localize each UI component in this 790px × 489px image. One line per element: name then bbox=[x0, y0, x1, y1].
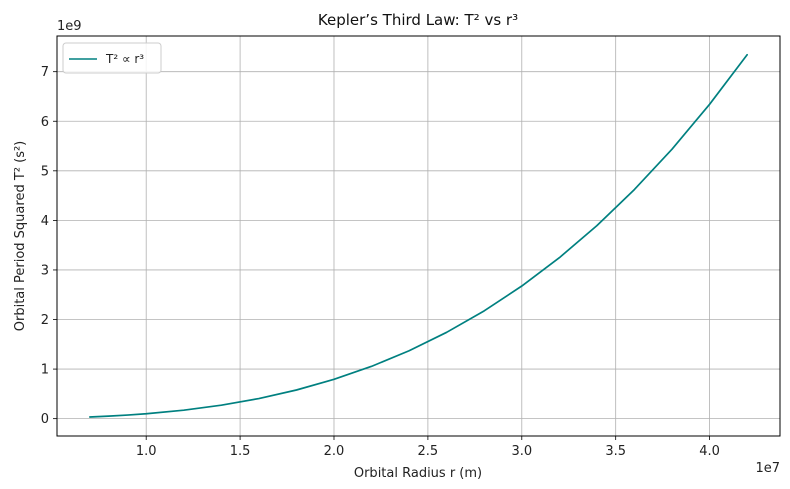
legend-box bbox=[62, 42, 162, 74]
series-line-0 bbox=[89, 53, 748, 418]
y-tick-label: 6 bbox=[41, 115, 49, 130]
y-axis-label: Orbital Period Squared T² (s²) bbox=[13, 141, 28, 331]
y-tick-label: 1 bbox=[41, 363, 49, 378]
x-tick-label: 1.5 bbox=[230, 444, 251, 459]
x-tick-label: 4.0 bbox=[699, 444, 720, 459]
x-tick-label: 3.5 bbox=[605, 444, 626, 459]
x-tick-label: 2.5 bbox=[418, 444, 439, 459]
y-tick-label: 3 bbox=[41, 263, 49, 278]
y-offset-label: 1e9 bbox=[57, 19, 82, 34]
legend: T² ∝ r³ bbox=[62, 42, 162, 74]
y-tick-label: 0 bbox=[41, 412, 49, 427]
x-tick-label: 1.0 bbox=[136, 444, 157, 459]
grid bbox=[57, 36, 780, 436]
y-tick-label: 2 bbox=[41, 313, 49, 328]
x-tick-label: 2.0 bbox=[324, 444, 345, 459]
y-tick-label: 7 bbox=[41, 65, 49, 80]
x-axis: 1.0 1.5 2.0 2.5 3.0 3.5 4.0 bbox=[136, 436, 720, 459]
y-axis: 0 1 2 3 4 5 6 7 bbox=[41, 65, 57, 427]
chart-title: Kepler’s Third Law: T² vs r³ bbox=[318, 11, 518, 29]
plot-frame bbox=[56, 35, 781, 437]
x-axis-label: Orbital Radius r (m) bbox=[354, 466, 482, 481]
x-tick-label: 3.0 bbox=[511, 444, 532, 459]
y-tick-label: 5 bbox=[41, 164, 49, 179]
plot-lines bbox=[89, 53, 748, 418]
legend-label: T² ∝ r³ bbox=[105, 52, 144, 66]
y-tick-label: 4 bbox=[41, 214, 49, 229]
x-offset-label: 1e7 bbox=[755, 461, 780, 476]
